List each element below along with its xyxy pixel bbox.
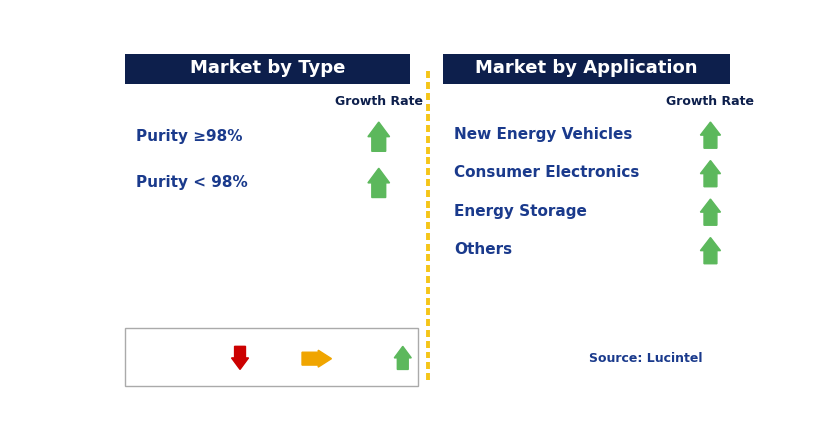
Text: Consumer Electronics: Consumer Electronics: [454, 165, 638, 180]
Text: Market by Application: Market by Application: [474, 59, 697, 77]
Polygon shape: [700, 161, 720, 187]
Text: Growth Rate: Growth Rate: [335, 95, 422, 108]
Polygon shape: [301, 350, 331, 367]
Text: 0%-3%: 0%-3%: [252, 363, 296, 376]
Text: New Energy Vehicles: New Energy Vehicles: [454, 127, 632, 142]
Text: Others: Others: [454, 242, 512, 257]
Text: Growing: Growing: [330, 342, 389, 355]
Text: >3%: >3%: [344, 363, 375, 376]
Text: Market by Type: Market by Type: [190, 59, 344, 77]
Text: <0%: <0%: [180, 363, 210, 376]
Text: Negative: Negative: [163, 342, 226, 355]
Polygon shape: [231, 347, 248, 369]
Text: Purity < 98%: Purity < 98%: [136, 175, 248, 190]
Text: (2024-30):: (2024-30):: [132, 363, 205, 376]
Text: Energy Storage: Energy Storage: [454, 204, 586, 219]
Polygon shape: [368, 168, 389, 198]
Polygon shape: [394, 347, 411, 369]
FancyBboxPatch shape: [125, 328, 418, 386]
Text: Source: Lucintel: Source: Lucintel: [589, 352, 702, 365]
Polygon shape: [700, 122, 720, 148]
Text: CAGR: CAGR: [132, 342, 170, 355]
FancyBboxPatch shape: [125, 52, 409, 84]
FancyBboxPatch shape: [442, 52, 729, 84]
Polygon shape: [368, 122, 389, 151]
Polygon shape: [700, 199, 720, 225]
Text: Growth Rate: Growth Rate: [666, 95, 753, 108]
Polygon shape: [700, 238, 720, 264]
Text: Purity ≥98%: Purity ≥98%: [136, 129, 243, 144]
Text: Flat: Flat: [260, 342, 287, 355]
